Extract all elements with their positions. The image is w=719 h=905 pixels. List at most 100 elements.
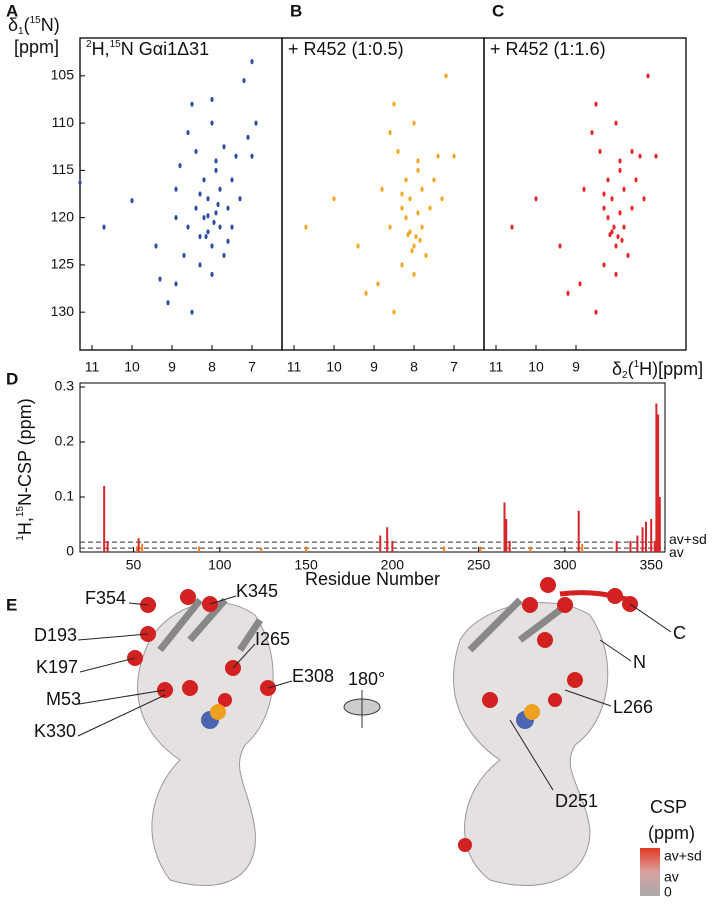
peak: [602, 191, 606, 197]
panel-frame: [79, 37, 283, 351]
peak: [408, 196, 412, 202]
label-part: H,: [15, 517, 35, 535]
peak: [230, 224, 234, 230]
peak: [642, 196, 646, 202]
peak: [420, 186, 424, 192]
bar: [379, 535, 382, 552]
x-tick-label: 250: [467, 557, 491, 573]
legend-label: av+sd: [664, 848, 702, 864]
label-part: 1: [634, 359, 640, 370]
panel-label: C: [492, 1, 504, 20]
residue-label: F354: [85, 588, 126, 608]
residue-label: K197: [36, 657, 78, 677]
bar: [577, 510, 580, 552]
reference-label: av: [669, 544, 684, 560]
peak: [616, 233, 620, 240]
peak: [190, 101, 194, 107]
peak: [612, 224, 616, 230]
x-tick-label: 9: [168, 359, 176, 375]
bar: [653, 541, 656, 552]
peak: [304, 224, 308, 230]
peak: [654, 153, 658, 159]
y-tick-label: 130: [51, 303, 75, 319]
panel-label: E: [6, 595, 17, 614]
label: δ1(15N): [8, 15, 60, 37]
leader-line: [564, 689, 612, 707]
peak: [590, 129, 594, 136]
y-tick-label: 0.3: [55, 378, 75, 394]
label-part: H)[ppm]: [639, 359, 703, 379]
peak: [226, 205, 230, 211]
peak: [412, 271, 416, 277]
x-tick-label: 8: [410, 359, 418, 375]
y-tick-label: 125: [51, 256, 75, 272]
bar: [106, 541, 109, 552]
x-tick-label: 7: [248, 359, 256, 375]
bar: [629, 541, 632, 552]
peak: [578, 281, 582, 287]
peak: [182, 252, 186, 259]
peak: [428, 205, 432, 211]
peak: [250, 59, 254, 65]
peak: [198, 262, 202, 268]
peak: [214, 158, 218, 164]
peak: [388, 224, 392, 230]
label: δ2(1H)[ppm]: [612, 359, 703, 381]
bar: [636, 535, 639, 552]
bar: [641, 527, 644, 552]
peak: [602, 262, 606, 268]
peak: [218, 224, 222, 230]
y-tick-label: 115: [52, 161, 75, 177]
peak: [102, 224, 106, 230]
legend-title: CSP: [650, 797, 687, 817]
peak: [194, 205, 198, 211]
peak: [186, 224, 190, 230]
residue-label: D251: [555, 791, 598, 811]
peak: [416, 210, 420, 216]
peak: [388, 129, 392, 136]
peak: [638, 153, 642, 159]
bar: [260, 547, 263, 552]
x-tick-label: 11: [489, 359, 504, 375]
peak: [602, 205, 606, 211]
peak: [424, 252, 428, 259]
peak: [210, 243, 214, 249]
peak: [206, 213, 210, 219]
y-tick-label: 0: [66, 543, 74, 559]
peak: [606, 177, 610, 183]
peak: [558, 243, 562, 249]
residue-label: K345: [236, 581, 278, 601]
peak: [250, 153, 254, 159]
bar: [650, 519, 653, 552]
peak: [412, 120, 416, 126]
leader-line: [599, 639, 632, 662]
bar: [386, 527, 389, 552]
residue-label: I265: [255, 629, 290, 649]
panel-label: B: [290, 1, 302, 20]
x-tick-label: 10: [528, 359, 544, 375]
peak: [166, 300, 170, 306]
label-part: N-CSP (ppm): [15, 398, 35, 506]
peak: [130, 198, 134, 204]
peak: [410, 248, 414, 254]
bar: [141, 543, 144, 552]
residue-label: K330: [34, 721, 76, 741]
x-label: Residue Number: [305, 569, 440, 589]
peak: [620, 237, 624, 243]
peak: [582, 186, 586, 192]
residue-label: D193: [34, 625, 77, 645]
peak: [646, 73, 650, 79]
label-part: N Gαi1Δ31: [121, 39, 209, 59]
bar: [198, 546, 201, 552]
label-part: (: [24, 15, 30, 35]
peak: [198, 191, 202, 197]
panel-label: D: [6, 369, 18, 388]
peak: [606, 215, 610, 221]
y-tick-label: 105: [51, 67, 75, 83]
peak: [218, 186, 222, 192]
residue-label: L266: [613, 697, 653, 717]
x-tick-label: 11: [85, 359, 100, 375]
leader-line: [232, 643, 256, 669]
bar: [581, 543, 584, 552]
